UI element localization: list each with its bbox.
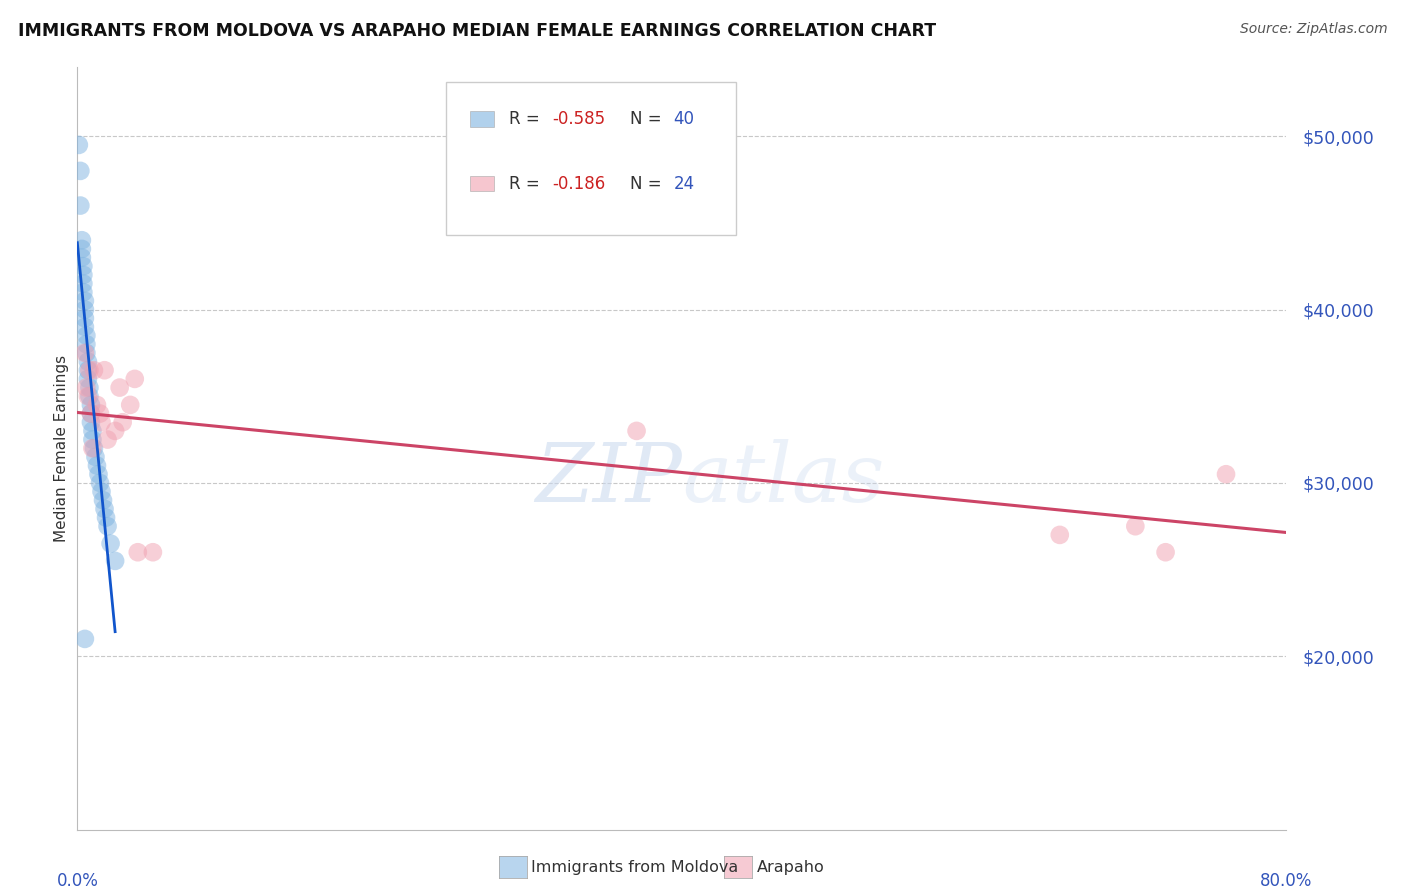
Point: [83, 441, 105, 455]
Point: [80, 407, 103, 421]
Text: Source: ZipAtlas.com: Source: ZipAtlas.com: [1240, 22, 1388, 37]
Point: [86, 398, 108, 412]
Text: IMMIGRANTS FROM MOLDOVA VS ARAPAHO MEDIAN FEMALE EARNINGS CORRELATION CHART: IMMIGRANTS FROM MOLDOVA VS ARAPAHO MEDIA…: [18, 22, 936, 40]
Point: [72, 285, 94, 300]
Point: [96, 433, 118, 447]
Point: [75, 328, 97, 343]
Text: N =: N =: [630, 110, 666, 128]
Point: [79, 363, 101, 377]
Point: [82, 424, 104, 438]
Point: [108, 380, 131, 394]
Point: [73, 293, 96, 308]
Point: [69, 198, 91, 212]
Point: [75, 337, 97, 351]
Text: 24: 24: [673, 175, 695, 193]
Text: 40: 40: [673, 110, 695, 128]
Point: [89, 475, 111, 490]
Point: [94, 510, 117, 524]
Point: [75, 346, 97, 360]
Text: 0.0%: 0.0%: [56, 871, 98, 889]
Point: [72, 268, 94, 282]
Point: [86, 458, 108, 473]
Point: [73, 311, 96, 326]
Point: [73, 632, 96, 646]
Point: [1215, 467, 1237, 482]
Point: [80, 415, 103, 429]
Point: [73, 346, 96, 360]
Point: [75, 380, 97, 394]
Point: [69, 164, 91, 178]
Text: R =: R =: [509, 110, 546, 128]
Point: [67, 137, 90, 152]
Point: [72, 259, 94, 273]
Point: [79, 389, 101, 403]
Point: [82, 433, 104, 447]
Point: [96, 519, 118, 533]
Text: atlas: atlas: [682, 439, 884, 519]
Point: [73, 319, 96, 334]
Point: [72, 277, 94, 291]
Point: [104, 554, 127, 568]
Text: R =: R =: [509, 175, 546, 193]
Point: [1154, 545, 1177, 559]
Point: [70, 251, 93, 265]
Point: [77, 363, 100, 377]
Point: [90, 415, 112, 429]
Point: [124, 372, 146, 386]
Bar: [470, 112, 495, 127]
Text: ZIP: ZIP: [536, 439, 682, 519]
Point: [626, 424, 648, 438]
Point: [104, 424, 127, 438]
Y-axis label: Median Female Earnings: Median Female Earnings: [53, 355, 69, 541]
Point: [89, 407, 111, 421]
Point: [80, 407, 103, 421]
Point: [1049, 528, 1071, 542]
Point: [120, 398, 142, 412]
Text: -0.585: -0.585: [553, 110, 606, 128]
Point: [77, 354, 100, 368]
Point: [127, 545, 149, 559]
Text: -0.186: -0.186: [553, 175, 606, 193]
Point: [1123, 519, 1146, 533]
Point: [142, 545, 165, 559]
Point: [90, 484, 112, 499]
Point: [91, 493, 114, 508]
Point: [73, 302, 96, 317]
Point: [70, 233, 93, 247]
Point: [100, 536, 122, 550]
Point: [83, 363, 105, 377]
Bar: [470, 176, 495, 192]
Point: [93, 363, 115, 377]
Point: [93, 502, 115, 516]
Text: 80.0%: 80.0%: [1260, 871, 1313, 889]
Text: Arapaho: Arapaho: [756, 860, 824, 874]
FancyBboxPatch shape: [446, 82, 737, 235]
Point: [79, 380, 101, 394]
Point: [77, 389, 100, 403]
Point: [87, 467, 110, 482]
Text: Immigrants from Moldova: Immigrants from Moldova: [531, 860, 738, 874]
Point: [70, 242, 93, 256]
Text: N =: N =: [630, 175, 666, 193]
Point: [80, 398, 103, 412]
Point: [82, 441, 104, 455]
Point: [84, 450, 107, 464]
Point: [111, 415, 134, 429]
Point: [77, 372, 100, 386]
